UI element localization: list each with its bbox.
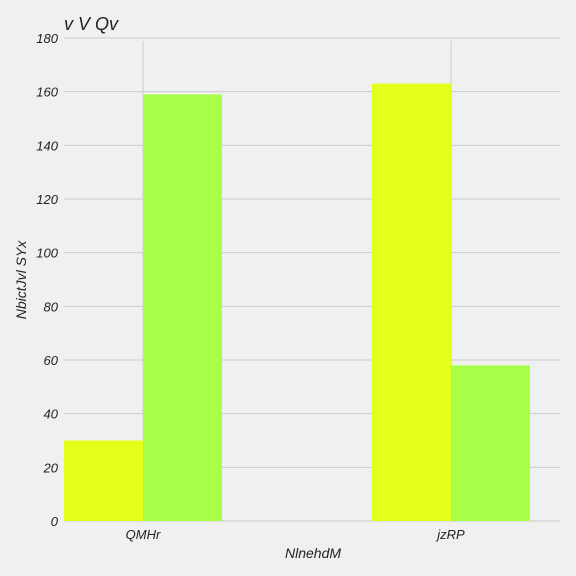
y-tick-label: 0 — [51, 514, 59, 529]
x-tick-label: QMHr — [126, 527, 161, 542]
y-tick-label: 40 — [44, 407, 59, 422]
x-tick-labels: QMHr jzRP — [126, 527, 465, 542]
y-axis-label: NbictJvl SYx — [13, 240, 29, 320]
y-tick-labels: 0 20 40 60 80 100 120 140 160 180 — [36, 31, 58, 529]
x-tick-label: jzRP — [435, 527, 465, 542]
bar — [451, 365, 530, 521]
y-tick-label: 60 — [44, 353, 59, 368]
y-tick-label: 140 — [36, 138, 58, 153]
bar — [143, 94, 222, 521]
y-tick-label: 80 — [44, 299, 59, 314]
bar — [372, 83, 451, 521]
y-tick-label: 180 — [36, 31, 58, 46]
y-tick-label: 120 — [36, 192, 58, 207]
bar — [64, 440, 143, 521]
y-tick-label: 160 — [36, 85, 58, 100]
y-tick-label: 100 — [36, 246, 58, 261]
chart-title: v V Qv — [64, 14, 119, 34]
y-tick-label: 20 — [43, 460, 59, 475]
bars — [64, 83, 530, 521]
x-axis-label: NlnehdM — [285, 545, 341, 561]
